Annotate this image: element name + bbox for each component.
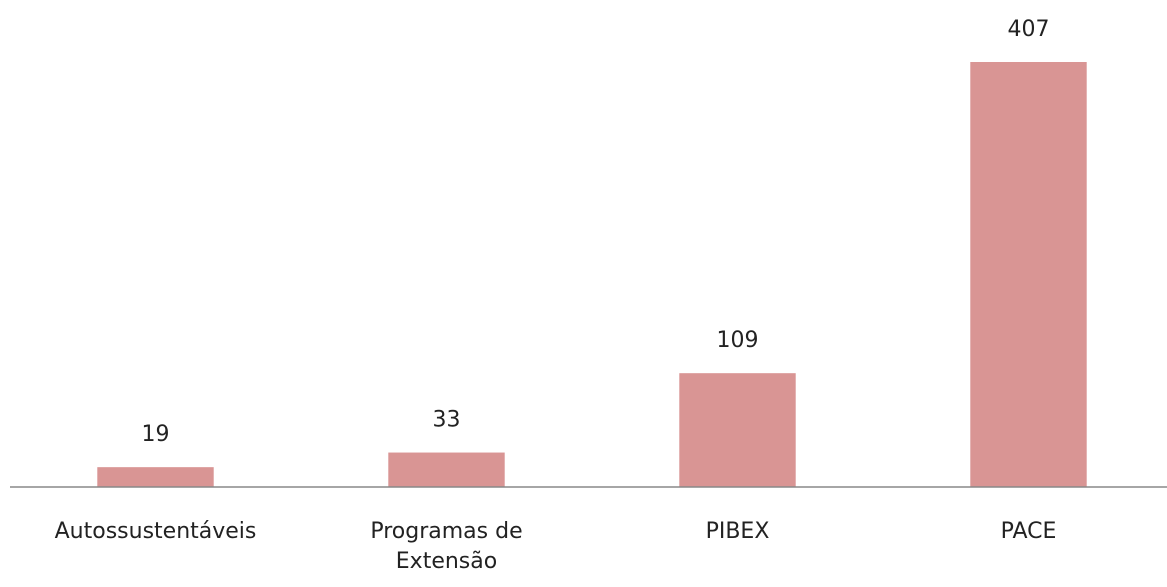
- value-label: 407: [1008, 17, 1050, 42]
- x-tick-label: Autossustentáveis: [54, 519, 257, 544]
- bar: [97, 467, 214, 487]
- x-tick-label: PACE: [1000, 519, 1057, 544]
- value-label: 33: [433, 408, 461, 433]
- bar: [388, 452, 505, 487]
- bar: [679, 373, 796, 487]
- value-label: 19: [142, 422, 170, 447]
- bar: [970, 62, 1087, 487]
- x-tick-label: Programas de Extensão: [370, 519, 523, 574]
- value-label: 109: [717, 328, 759, 353]
- x-tick-label: PIBEX: [705, 519, 770, 544]
